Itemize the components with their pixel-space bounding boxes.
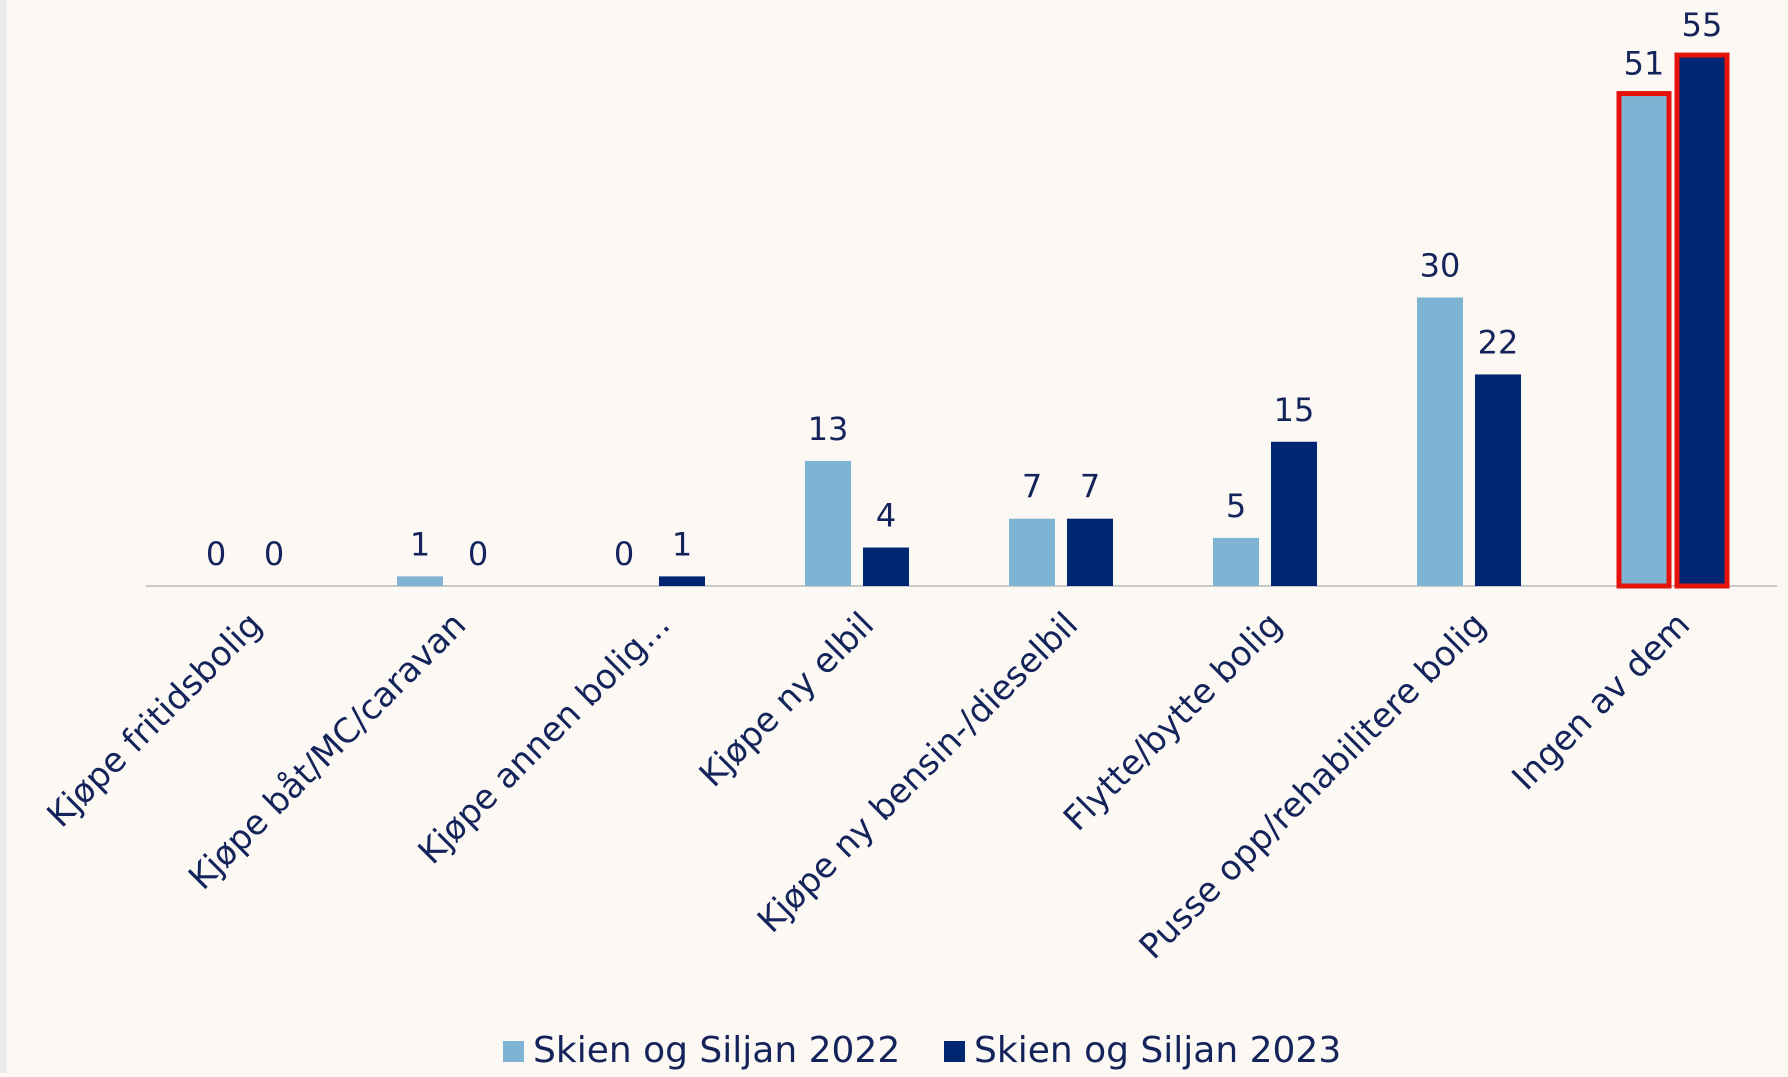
data-label: 0 (614, 535, 634, 573)
data-label: 1 (672, 525, 692, 563)
legend-label: Skien og Siljan 2022 (533, 1030, 900, 1071)
data-label: 22 (1478, 323, 1519, 361)
data-label: 0 (206, 535, 226, 573)
bar (1213, 537, 1259, 586)
bar (1417, 297, 1463, 586)
highlight-outline (1674, 52, 1730, 589)
edge (0, 0, 7, 1073)
data-label: 4 (876, 497, 896, 535)
legend-label: Skien og Siljan 2023 (974, 1030, 1341, 1071)
bar (863, 547, 909, 586)
bar (1679, 57, 1725, 587)
legend-swatch (944, 1041, 965, 1062)
data-label: 15 (1274, 391, 1315, 429)
bar (805, 460, 851, 586)
data-label: 7 (1080, 468, 1100, 506)
bar (1009, 518, 1055, 586)
data-label: 0 (264, 535, 284, 573)
data-label: 0 (468, 535, 488, 573)
data-label: 5 (1226, 487, 1246, 525)
legend-swatch (503, 1041, 524, 1062)
data-label: 55 (1682, 6, 1723, 44)
bar (1621, 95, 1667, 587)
bar (1271, 441, 1317, 586)
data-label: 51 (1624, 45, 1665, 83)
data-label: 13 (808, 410, 849, 448)
highlight-outline (1616, 91, 1672, 589)
data-label: 1 (410, 525, 430, 563)
bar (659, 576, 705, 586)
data-label: 7 (1022, 468, 1042, 506)
bar (1067, 518, 1113, 586)
bar (1475, 374, 1521, 586)
data-label: 30 (1420, 247, 1461, 285)
bar (397, 576, 443, 586)
